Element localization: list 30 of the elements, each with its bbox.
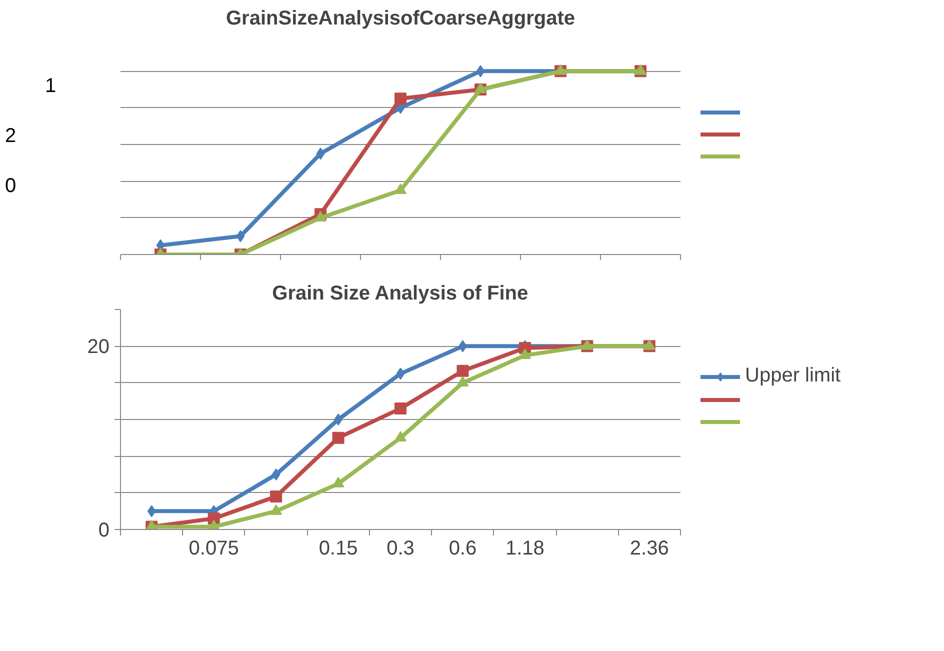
point xyxy=(456,376,469,387)
point xyxy=(394,402,406,414)
point xyxy=(456,364,469,377)
x-tick-label: 0.075 xyxy=(188,538,239,560)
legend-label: Upper limit xyxy=(745,364,841,388)
point xyxy=(316,148,325,160)
x-tick-label: 2.36 xyxy=(630,538,669,560)
x-tick-label: 0.6 xyxy=(448,538,477,560)
chart-title: Grain Size Analysis of Fine xyxy=(272,282,528,304)
point xyxy=(334,414,342,426)
chart-title: GrainSizeAnalysisofCoarseAggrgate xyxy=(226,8,576,30)
point xyxy=(476,65,485,78)
point xyxy=(396,368,405,380)
point xyxy=(394,92,406,105)
y-tick-label: 20 xyxy=(87,336,110,358)
x-tick-label: 0.3 xyxy=(386,538,414,560)
point xyxy=(332,432,344,444)
point xyxy=(643,339,656,350)
x-tick-label: 0.15 xyxy=(318,538,358,560)
point xyxy=(581,339,594,350)
point xyxy=(147,505,156,518)
x-tick-label: 1.18 xyxy=(505,538,544,560)
point xyxy=(270,490,282,502)
point xyxy=(270,504,282,515)
text: 2 xyxy=(5,125,16,148)
point xyxy=(394,183,406,194)
text: 1 xyxy=(45,75,56,98)
text: 0 xyxy=(5,175,16,198)
point xyxy=(272,468,280,480)
point xyxy=(394,430,406,442)
